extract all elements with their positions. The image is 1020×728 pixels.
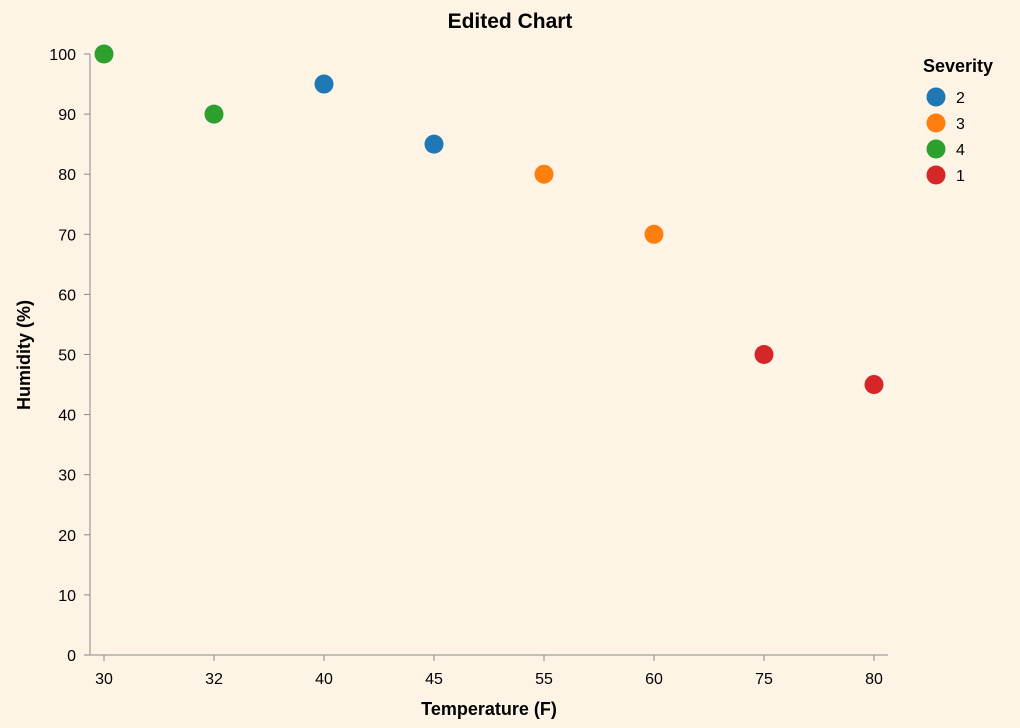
y-tick-label: 60: [58, 287, 76, 304]
y-tick-label: 10: [58, 588, 76, 605]
data-point: [754, 345, 774, 364]
legend-title: Severity: [923, 56, 993, 76]
y-tick-label: 80: [58, 167, 76, 184]
data-point: [314, 74, 334, 94]
x-tick-label: 75: [755, 671, 773, 688]
x-tick-label: 32: [205, 671, 223, 688]
data-point: [644, 224, 664, 244]
legend-swatch: [926, 139, 946, 159]
data-point: [534, 164, 554, 184]
legend-label: 2: [956, 90, 965, 107]
plot-area: 0 10 20 30 40 50 60 70 80 90 100 30 32 40 45 55 60 75 80: [49, 44, 888, 688]
y-tick-label: 20: [58, 528, 76, 545]
y-tick-label: 40: [58, 408, 76, 425]
y-tick-label: 100: [49, 47, 76, 64]
x-tick-label: 55: [535, 671, 553, 688]
x-tick-label: 40: [315, 671, 333, 688]
y-tick-label: 70: [58, 227, 76, 244]
legend: Severity 2 3 4 1: [923, 56, 993, 185]
y-tick-label: 30: [58, 468, 76, 485]
y-tick-label: 90: [58, 107, 76, 124]
y-axis-title: Humidity (%): [14, 300, 34, 410]
chart-title: Edited Chart: [448, 10, 573, 33]
data-point: [204, 104, 224, 124]
legend-swatch: [926, 87, 946, 107]
data-point: [424, 134, 444, 154]
x-tick-label: 80: [865, 671, 883, 688]
x-tick-label: 60: [645, 671, 663, 688]
data-point: [864, 375, 884, 395]
legend-swatch: [926, 113, 946, 133]
x-tick-label: 45: [425, 671, 443, 688]
legend-label: 4: [956, 142, 965, 159]
x-tick-label: 30: [95, 671, 113, 688]
legend-label: 3: [956, 116, 965, 133]
legend-swatch: [926, 165, 946, 185]
legend-label: 1: [956, 168, 965, 185]
y-tick-label: 0: [67, 648, 76, 665]
data-point: [94, 44, 114, 64]
x-axis-title: Temperature (F): [421, 699, 557, 719]
y-tick-label: 50: [58, 348, 76, 365]
